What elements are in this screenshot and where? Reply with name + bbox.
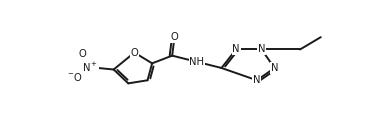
Text: N: N bbox=[253, 75, 261, 85]
Text: N: N bbox=[258, 44, 265, 54]
Text: N: N bbox=[271, 63, 278, 73]
Text: $^{-}$O: $^{-}$O bbox=[67, 71, 83, 83]
Text: N$^+$: N$^+$ bbox=[82, 61, 98, 74]
Text: N: N bbox=[232, 44, 240, 54]
Text: O: O bbox=[171, 32, 178, 42]
Text: NH: NH bbox=[189, 57, 204, 67]
Text: O: O bbox=[131, 48, 138, 58]
Text: O: O bbox=[79, 49, 87, 59]
